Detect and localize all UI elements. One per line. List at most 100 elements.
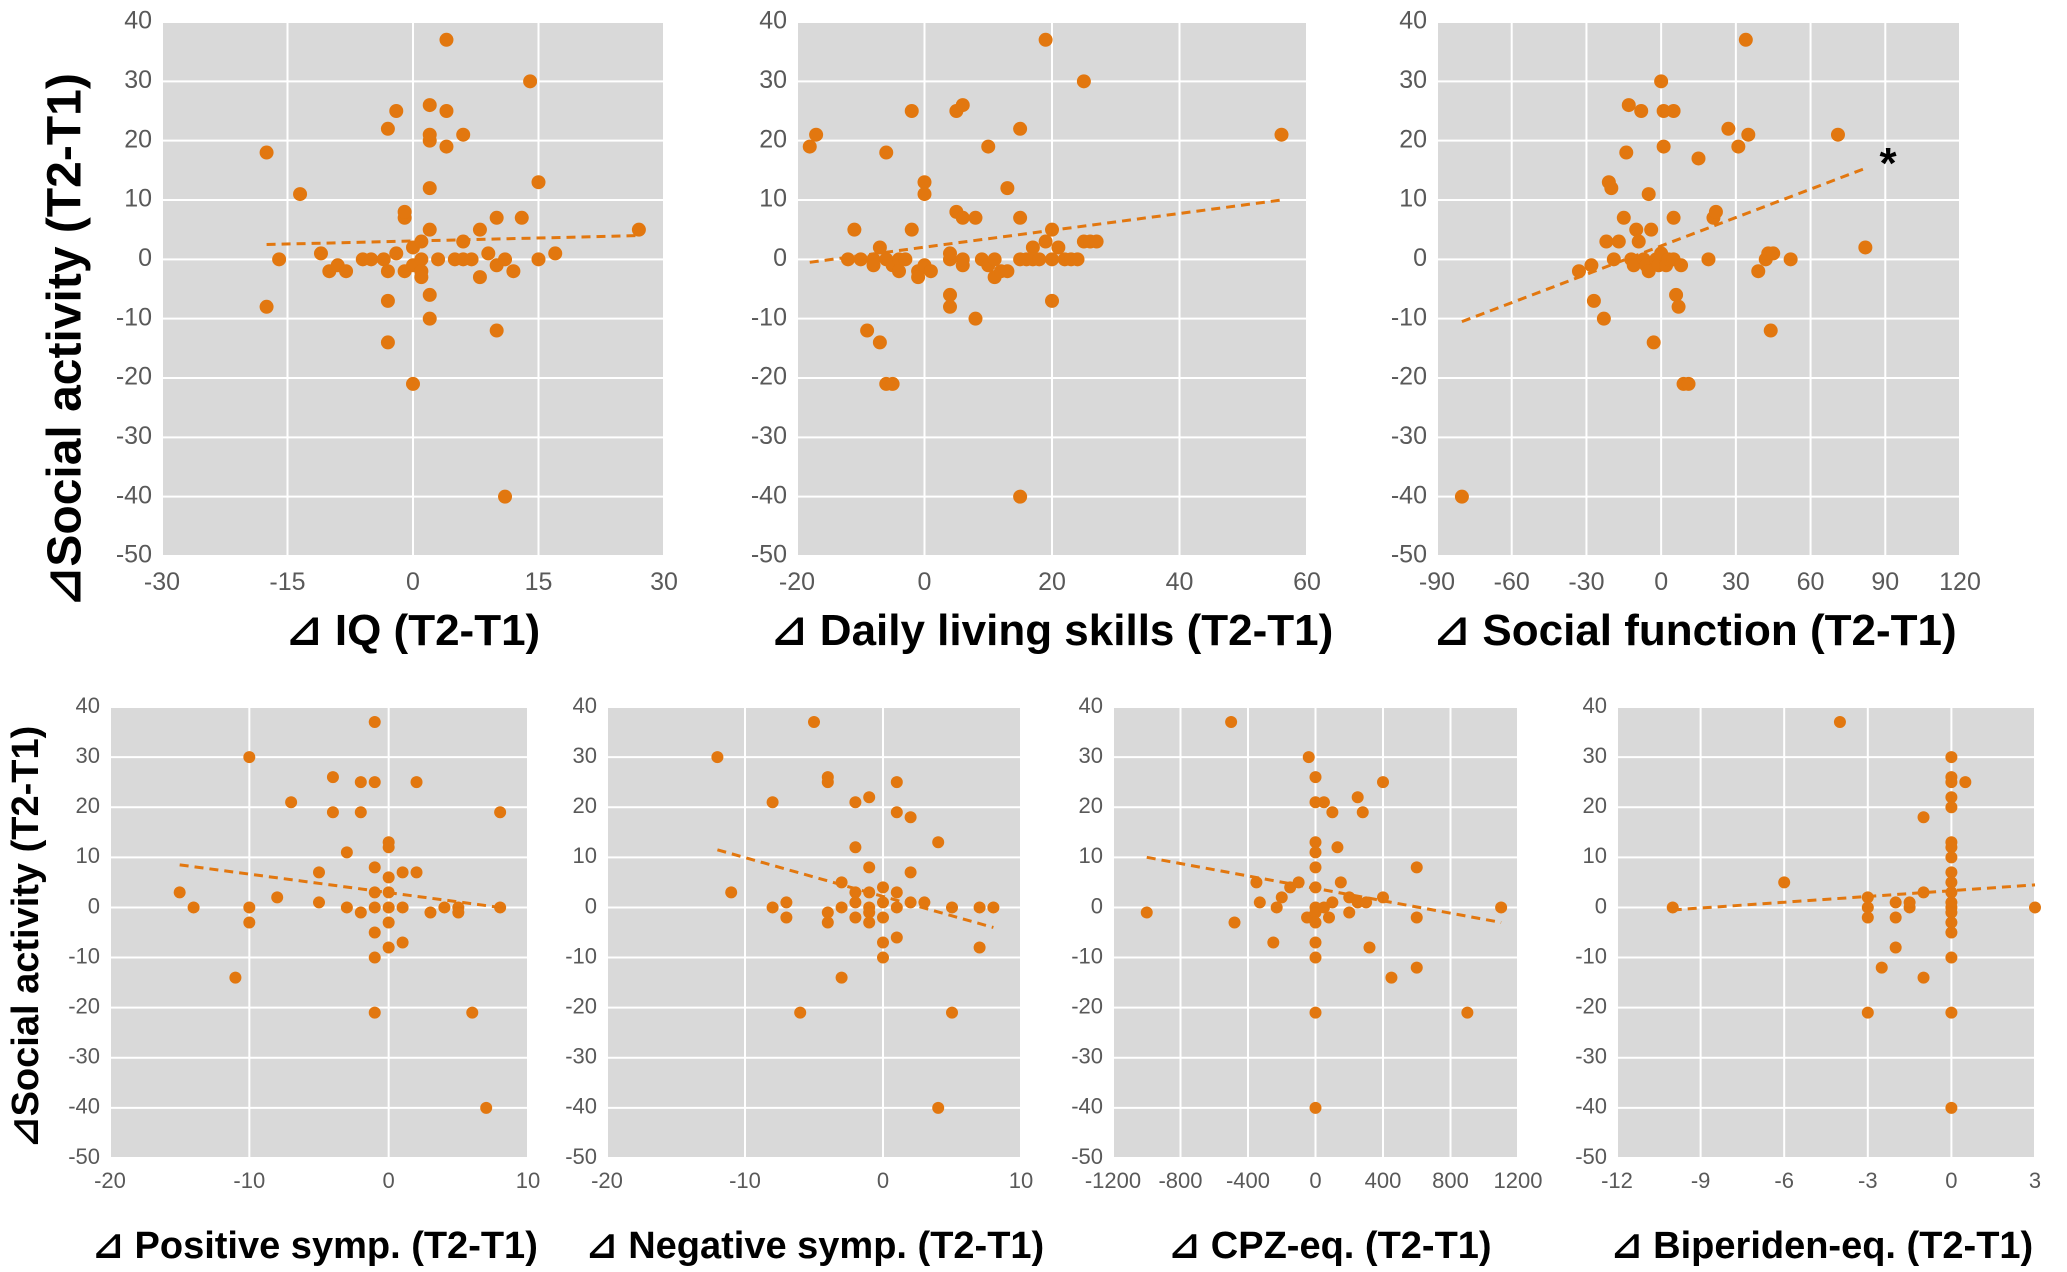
x-tick-label: -9 — [1691, 1168, 1711, 1193]
data-point — [904, 222, 919, 237]
data-point — [1861, 1006, 1874, 1019]
data-point — [1495, 901, 1508, 914]
data-point — [464, 252, 479, 267]
data-point — [1766, 246, 1781, 261]
data-point — [313, 246, 328, 261]
y-tick-label: -50 — [1575, 1144, 1607, 1169]
y-tick-label: -30 — [1575, 1044, 1607, 1069]
data-point — [1830, 127, 1845, 142]
data-point — [1861, 911, 1874, 924]
data-point — [187, 901, 200, 914]
data-point — [422, 181, 437, 196]
data-point — [1708, 204, 1723, 219]
data-point — [1861, 891, 1874, 904]
x-tick-label: 0 — [383, 1168, 395, 1193]
data-point — [849, 886, 862, 899]
data-point — [1671, 299, 1686, 314]
data-point — [821, 776, 834, 789]
y-tick-label: 0 — [1595, 893, 1607, 918]
y-tick-label: -30 — [68, 1044, 100, 1069]
data-point — [481, 246, 496, 261]
data-point — [1858, 240, 1873, 255]
y-tick-label: 10 — [1399, 185, 1427, 213]
data-point — [1959, 776, 1972, 789]
data-point — [380, 293, 395, 308]
y-tick-label: -20 — [68, 993, 100, 1018]
data-point — [380, 121, 395, 136]
data-point — [1302, 751, 1315, 764]
data-point — [890, 886, 903, 899]
data-point — [1228, 916, 1241, 929]
data-point — [872, 240, 887, 255]
data-point — [498, 489, 513, 504]
data-point — [1889, 941, 1902, 954]
data-point — [313, 866, 325, 879]
data-point — [904, 104, 919, 118]
data-point — [973, 901, 986, 914]
x-tick-label: -30 — [1568, 568, 1604, 596]
data-point — [414, 270, 429, 285]
x-tick-label: 0 — [1654, 568, 1668, 596]
data-point — [1778, 876, 1791, 889]
y-tick-label: -10 — [1071, 943, 1103, 968]
data-point — [382, 841, 395, 854]
data-point — [968, 210, 983, 225]
data-point — [1013, 210, 1028, 225]
trendline — [266, 234, 639, 246]
y-tick-label: -20 — [1071, 993, 1103, 1018]
data-point — [1317, 796, 1330, 809]
y-tick-label: 10 — [1583, 843, 1607, 868]
data-point — [835, 876, 848, 889]
data-point — [1644, 222, 1659, 237]
data-point — [368, 926, 381, 939]
x-axis-title: ⊿ Biperiden-eq. (T2-T1) — [1611, 1225, 2033, 1267]
data-point — [1945, 906, 1958, 919]
data-point — [480, 1101, 493, 1114]
data-point — [1681, 376, 1696, 391]
data-point — [1861, 901, 1874, 914]
data-point — [293, 187, 308, 202]
trendline — [1146, 855, 1502, 924]
x-tick-label: -6 — [1774, 1168, 1794, 1193]
data-point — [1666, 901, 1679, 914]
data-point — [917, 187, 932, 202]
data-point — [397, 204, 412, 219]
data-point — [1309, 936, 1322, 949]
data-point — [1945, 886, 1958, 899]
y-tick-label: 20 — [124, 125, 152, 153]
data-point — [368, 716, 381, 729]
x-tick-label: -20 — [94, 1168, 126, 1193]
data-point — [1045, 252, 1059, 267]
data-point — [904, 896, 917, 909]
data-point — [877, 936, 889, 949]
data-point — [877, 896, 889, 909]
data-point — [1701, 252, 1716, 267]
y-tick-label: 20 — [1583, 793, 1607, 818]
y-tick-label: -40 — [1071, 1094, 1103, 1119]
data-point — [1631, 234, 1646, 249]
data-point — [414, 234, 429, 249]
data-point — [1025, 240, 1040, 255]
y-tick-label: -40 — [116, 481, 152, 509]
data-point — [1351, 896, 1364, 909]
data-point — [863, 861, 876, 874]
data-point — [1611, 234, 1626, 249]
data-point — [1656, 104, 1671, 118]
data-point — [1309, 881, 1322, 894]
y-tick-label: -30 — [1071, 1044, 1103, 1069]
data-point — [1945, 1101, 1958, 1114]
data-point — [410, 866, 423, 879]
data-point — [382, 941, 395, 954]
data-point — [780, 896, 793, 909]
data-point — [340, 846, 353, 859]
data-point — [396, 901, 409, 914]
y-tick-label: 0 — [585, 893, 597, 918]
data-point — [1076, 74, 1091, 89]
data-point — [1377, 891, 1389, 904]
y-tick-label: -50 — [1391, 541, 1427, 569]
y-tick-label: 40 — [1583, 693, 1607, 718]
x-tick-label: 0 — [406, 568, 420, 596]
data-point — [946, 1006, 958, 1019]
